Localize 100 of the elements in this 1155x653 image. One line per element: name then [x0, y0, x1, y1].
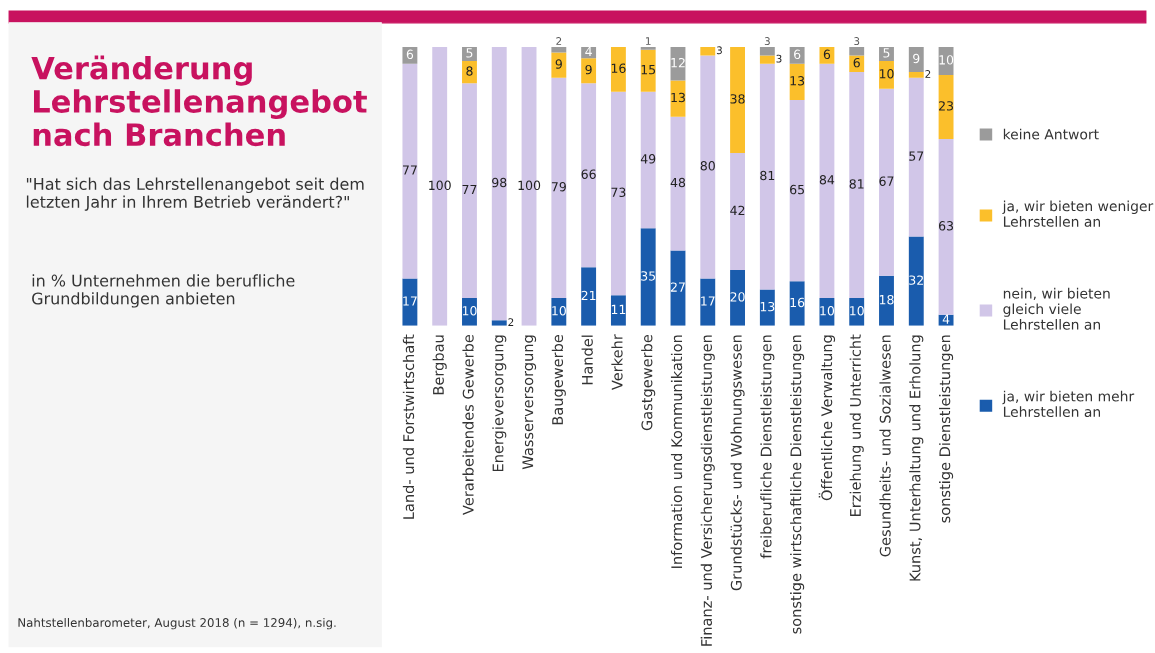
bar [610, 295, 626, 326]
data-label: 16 [790, 297, 805, 308]
bar [462, 60, 477, 84]
data-label: 6 [794, 49, 801, 60]
data-label: 2 [508, 318, 514, 326]
data-label: 13 [760, 301, 775, 312]
x-tick-label: Energieversorgung [492, 335, 507, 472]
data-label: 35 [641, 271, 656, 281]
bar [491, 47, 507, 321]
data-label: 3 [776, 54, 782, 63]
data-label: 4 [585, 46, 592, 57]
data-label: 5 [883, 48, 890, 58]
bar [730, 152, 746, 271]
data-label: 98 [492, 177, 507, 188]
bar [610, 91, 626, 296]
bar [759, 63, 775, 290]
x-tick-label: Land- und Forstwirtschaft [402, 334, 415, 519]
bar [640, 91, 656, 229]
bar [879, 88, 894, 276]
data-label: 23 [939, 101, 954, 111]
legend-label: ja, wir bieten weniger Lehrstellen an [1002, 200, 1154, 227]
data-label: 38 [730, 94, 745, 104]
data-label: 66 [581, 169, 596, 179]
bar [759, 289, 775, 326]
bar [640, 49, 656, 92]
bar [402, 47, 418, 64]
x-tick-label: Kunst, Unterhaltung und Erholung [909, 335, 924, 581]
x-tick-label: sonstige Dienstleistungen [939, 335, 954, 523]
bar [879, 275, 894, 326]
x-tick-label: Handel [581, 335, 593, 385]
text: "Hat sich das Lehrstellenangebot seit dem letzten Jahr in Ihrem Betrieb verändert?" [26, 177, 364, 211]
data-label: 73 [611, 187, 626, 198]
data-label: 77 [402, 165, 417, 175]
data-label: 13 [790, 76, 805, 86]
data-label: 10 [552, 306, 566, 316]
bar [938, 47, 954, 75]
bar [640, 228, 656, 326]
data-label: 9 [555, 59, 562, 69]
data-label: 9 [585, 64, 592, 75]
legend-label: keine Antwort [1003, 128, 1099, 140]
bar [849, 55, 865, 73]
bar [581, 58, 597, 84]
data-label: 42 [730, 205, 745, 215]
data-label: 17 [701, 296, 715, 306]
x-tick-label: freiberufliche Dienstleistungen [760, 335, 775, 559]
data-label: 10 [462, 306, 477, 316]
data-label: 32 [909, 275, 923, 285]
bar [759, 47, 775, 56]
bar [730, 270, 746, 326]
legend-label: nein, wir bieten gleich viele Lehrstellen an [1003, 287, 1110, 330]
data-label: 17 [403, 296, 417, 306]
bar [551, 47, 567, 53]
data-label: 3 [854, 37, 860, 45]
data-label: 9 [913, 53, 920, 64]
x-tick-label: Gastgewerbe [641, 334, 656, 431]
x-tick-label: Information und Kommunikation [670, 335, 683, 568]
bar [938, 139, 954, 315]
data-label: 6 [853, 57, 860, 68]
x-tick-label: sonstige wirtschaftliche Dienstleistungen [790, 335, 805, 634]
data-label: 48 [670, 177, 686, 188]
text: Veränderung Lehrstellenangebot nach Branchen [31, 55, 367, 147]
bar [402, 63, 418, 279]
bar [908, 72, 924, 78]
data-label: 21 [581, 290, 596, 301]
data-label: 81 [849, 179, 864, 189]
bar [908, 77, 924, 237]
data-label: 63 [938, 221, 954, 231]
bar [759, 55, 775, 64]
bar [908, 47, 924, 73]
data-label: 3 [764, 37, 770, 45]
data-label: 10 [820, 306, 835, 316]
legend-label: ja, wir bieten mehr Lehrstellen an [1002, 390, 1135, 418]
data-label: 77 [462, 184, 477, 195]
data-label: 67 [879, 176, 894, 186]
bar [700, 55, 716, 279]
bar [581, 83, 597, 268]
x-tick-label: Finanz- und Versicherungsdienstleistungen [700, 335, 715, 646]
text: in % Unternehmen die berufliche Grundbildungen anbieten [32, 274, 295, 308]
data-label: 20 [730, 292, 745, 302]
bar [402, 278, 418, 326]
x-tick-label: Baugewerbe [551, 334, 566, 425]
data-label: 5 [466, 48, 473, 58]
bar [849, 72, 865, 298]
data-label: 1 [646, 37, 651, 45]
bar [819, 63, 835, 298]
bar [581, 267, 597, 326]
data-label: 2 [925, 70, 931, 78]
data-label: 3 [716, 46, 722, 55]
bar [908, 236, 924, 326]
data-label: 8 [466, 66, 473, 76]
data-label: 4 [942, 314, 950, 324]
data-label: 6 [406, 49, 414, 60]
data-label: 100 [429, 180, 451, 191]
bar [730, 47, 746, 153]
data-label: 15 [641, 65, 656, 75]
bar [700, 47, 716, 56]
bar [640, 47, 656, 50]
data-label: 49 [640, 154, 656, 164]
bar [849, 47, 865, 56]
bar [551, 52, 567, 78]
